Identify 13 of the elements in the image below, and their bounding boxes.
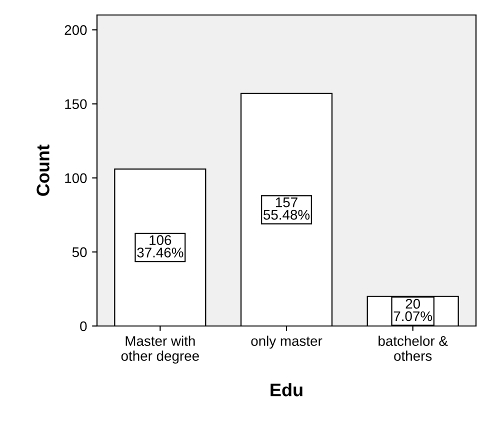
data-label: 157 55.48% — [264, 198, 310, 220]
data-label: 106 37.46% — [137, 235, 184, 258]
y-tick-label: 100 — [65, 173, 87, 184]
x-axis-title: Edu — [270, 383, 302, 396]
data-label: 20 7.07% — [394, 298, 432, 322]
x-tick-label: only master — [251, 336, 322, 349]
y-tick-label: 150 — [65, 99, 87, 110]
y-axis-title: Count — [36, 144, 50, 196]
y-tick-label: 50 — [72, 247, 87, 258]
x-tick-label: batchelor & others — [378, 336, 448, 361]
y-tick-label: 200 — [64, 25, 87, 35]
y-tick-label: 0 — [80, 321, 87, 332]
x-tick-label: Master with other degree — [121, 336, 199, 364]
